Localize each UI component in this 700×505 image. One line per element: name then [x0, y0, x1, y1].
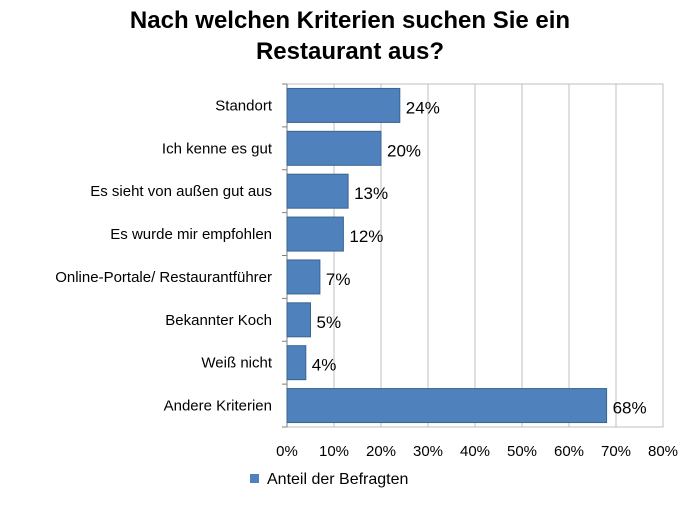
- data-label: 20%: [387, 141, 421, 160]
- data-label: 4%: [312, 356, 337, 375]
- legend-swatch: [250, 474, 259, 483]
- category-label: Andere Kriterien: [164, 398, 272, 415]
- category-label: Standort: [215, 97, 273, 114]
- category-label: Ich kenne es gut: [162, 140, 273, 157]
- category-label: Online-Portale/ Restaurantführer: [55, 269, 272, 286]
- category-label: Bekannter Koch: [165, 312, 272, 329]
- x-tick-label: 10%: [319, 443, 349, 460]
- bar: [286, 216, 344, 252]
- bar: [286, 302, 311, 338]
- data-label: 68%: [613, 399, 647, 418]
- bar: [286, 345, 307, 381]
- bar: [286, 130, 382, 166]
- bar: [286, 173, 349, 209]
- chart-title-line-1: Nach welchen Kriterien suchen Sie ein: [129, 7, 571, 34]
- x-tick-label: 70%: [601, 443, 631, 460]
- x-tick-label: 0%: [276, 443, 298, 460]
- x-tick-label: 30%: [413, 443, 443, 460]
- data-label: 5%: [317, 313, 342, 332]
- category-label: Es wurde mir empfohlen: [110, 226, 272, 243]
- chart-title-line-2: Restaurant aus?: [255, 38, 445, 65]
- x-tick-label: 80%: [648, 443, 678, 460]
- category-label: Es sieht von außen gut aus: [90, 183, 272, 200]
- data-label: 12%: [349, 227, 383, 246]
- x-tick-label: 60%: [554, 443, 584, 460]
- bar: [286, 259, 321, 295]
- data-label: 24%: [406, 98, 440, 117]
- legend-label: Anteil der Befragten: [267, 471, 408, 488]
- x-tick-label: 50%: [507, 443, 537, 460]
- data-label: 7%: [326, 270, 351, 289]
- category-label: Weiß nicht: [201, 355, 272, 372]
- bar: [286, 87, 401, 123]
- x-tick-label: 20%: [366, 443, 396, 460]
- data-label: 13%: [354, 184, 388, 203]
- x-tick-label: 40%: [460, 443, 490, 460]
- bar: [286, 388, 608, 424]
